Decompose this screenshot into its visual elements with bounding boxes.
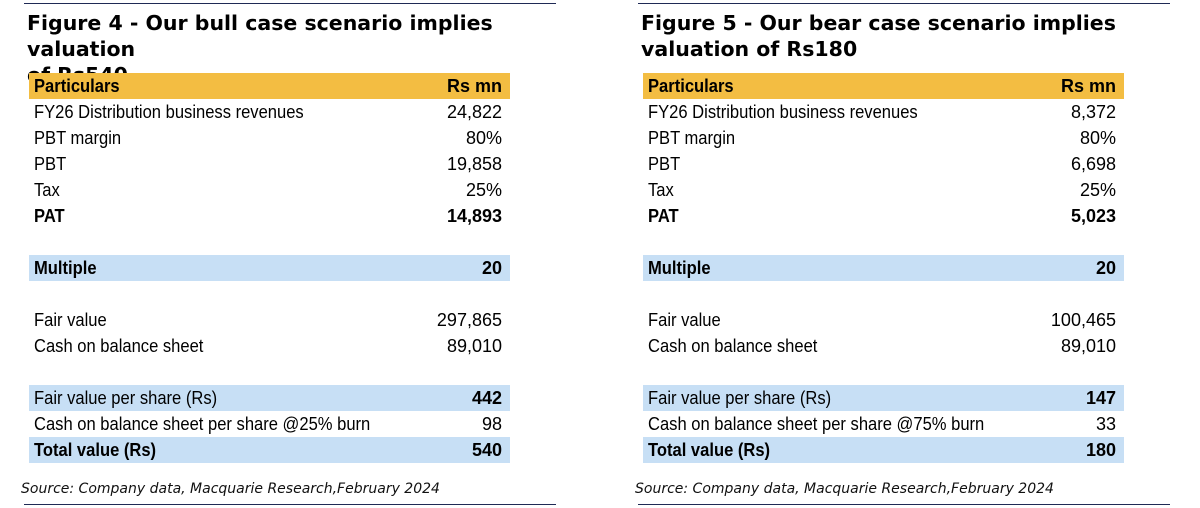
row-value: 442 <box>471 388 502 408</box>
table-row-pbt: PBT 19,858 <box>29 151 510 177</box>
table-spacer <box>29 229 510 255</box>
figure-title: Figure 5 - Our bear case scenario implie… <box>641 10 1176 62</box>
figure-title-line-1: Figure 5 - Our bear case scenario implie… <box>641 11 1116 35</box>
table-row-pat: PAT 5,023 <box>643 203 1124 229</box>
row-value: 25% <box>465 180 502 200</box>
table-row-multiple: Multiple 20 <box>29 255 510 281</box>
table-row-tax: Tax 25% <box>29 177 510 203</box>
header-label: Particulars <box>648 76 734 96</box>
row-label: Fair value per share (Rs) <box>648 388 832 408</box>
table-spacer <box>643 281 1124 307</box>
row-label: PAT <box>34 206 65 226</box>
row-value: 80% <box>1079 128 1116 148</box>
figure-title-line-1: Figure 4 - Our bull case scenario implie… <box>27 11 493 61</box>
source-note: Source: Company data, Macquarie Research… <box>21 481 440 497</box>
row-value: 20 <box>1095 258 1116 278</box>
source-note: Source: Company data, Macquarie Research… <box>635 481 1054 497</box>
bottom-rule <box>24 504 556 505</box>
row-label: FY26 Distribution business revenues <box>648 102 918 122</box>
row-value: 540 <box>471 440 502 460</box>
row-value: 89,010 <box>446 336 502 356</box>
table-row-fair-value-per-share: Fair value per share (Rs) 147 <box>643 385 1124 411</box>
row-label: PBT <box>648 154 681 174</box>
row-value: 100,465 <box>1050 310 1116 330</box>
valuation-table: Particulars Rs mn FY26 Distribution busi… <box>643 73 1124 463</box>
table-row-pbt: PBT 6,698 <box>643 151 1124 177</box>
row-label: Cash on balance sheet <box>648 336 818 356</box>
table-row-fair-value-per-share: Fair value per share (Rs) 442 <box>29 385 510 411</box>
table-row-total-value: Total value (Rs) 540 <box>29 437 510 463</box>
row-value: 147 <box>1085 388 1116 408</box>
row-value: 19,858 <box>446 154 502 174</box>
row-label: Cash on balance sheet per share @75% bur… <box>648 414 985 434</box>
row-value: 89,010 <box>1060 336 1116 356</box>
top-rule <box>24 3 556 4</box>
row-value: 5,023 <box>1070 206 1116 226</box>
top-rule <box>638 3 1170 4</box>
row-label: Fair value <box>648 310 721 330</box>
table-row-pbt-margin: PBT margin 80% <box>643 125 1124 151</box>
table-row-fair-value: Fair value 297,865 <box>29 307 510 333</box>
row-value: 80% <box>465 128 502 148</box>
row-value: 20 <box>481 258 502 278</box>
row-label: FY26 Distribution business revenues <box>34 102 304 122</box>
row-label: Tax <box>648 180 674 200</box>
row-label: Total value (Rs) <box>34 440 157 460</box>
table-row-revenues: FY26 Distribution business revenues 8,37… <box>643 99 1124 125</box>
row-label: Cash on balance sheet per share @25% bur… <box>34 414 371 434</box>
row-label: Total value (Rs) <box>648 440 771 460</box>
table-row-pbt-margin: PBT margin 80% <box>29 125 510 151</box>
row-value: 8,372 <box>1070 102 1116 122</box>
table-header: Particulars Rs mn <box>643 73 1124 99</box>
row-label: Multiple <box>648 258 711 278</box>
table-spacer <box>29 281 510 307</box>
row-value: 98 <box>481 414 502 434</box>
table-header: Particulars Rs mn <box>29 73 510 99</box>
table-row-revenues: FY26 Distribution business revenues 24,8… <box>29 99 510 125</box>
row-label: Tax <box>34 180 60 200</box>
header-unit: Rs mn <box>446 76 502 96</box>
table-spacer <box>643 229 1124 255</box>
row-label: Fair value <box>34 310 107 330</box>
row-label: PBT margin <box>34 128 122 148</box>
row-value: 14,893 <box>446 206 502 226</box>
table-row-cash: Cash on balance sheet 89,010 <box>29 333 510 359</box>
table-row-cash-per-share: Cash on balance sheet per share @25% bur… <box>29 411 510 437</box>
header-unit: Rs mn <box>1060 76 1116 96</box>
row-label: PAT <box>648 206 679 226</box>
table-row-tax: Tax 25% <box>643 177 1124 203</box>
table-row-fair-value: Fair value 100,465 <box>643 307 1124 333</box>
row-label: Fair value per share (Rs) <box>34 388 218 408</box>
row-label: PBT <box>34 154 67 174</box>
row-value: 6,698 <box>1070 154 1116 174</box>
row-label: Cash on balance sheet <box>34 336 204 356</box>
table-spacer <box>29 359 510 385</box>
row-value: 180 <box>1085 440 1116 460</box>
row-value: 24,822 <box>446 102 502 122</box>
row-value: 33 <box>1095 414 1116 434</box>
table-row-cash-per-share: Cash on balance sheet per share @75% bur… <box>643 411 1124 437</box>
row-label: PBT margin <box>648 128 736 148</box>
header-label: Particulars <box>34 76 120 96</box>
table-row-pat: PAT 14,893 <box>29 203 510 229</box>
row-label: Multiple <box>34 258 97 278</box>
table-row-multiple: Multiple 20 <box>643 255 1124 281</box>
figure-title: Figure 4 - Our bull case scenario implie… <box>27 10 562 88</box>
valuation-table: Particulars Rs mn FY26 Distribution busi… <box>29 73 510 463</box>
table-spacer <box>643 359 1124 385</box>
bottom-rule <box>638 504 1170 505</box>
row-value: 297,865 <box>436 310 502 330</box>
figure-title-line-2: valuation of Rs180 <box>641 37 858 61</box>
table-row-total-value: Total value (Rs) 180 <box>643 437 1124 463</box>
table-row-cash: Cash on balance sheet 89,010 <box>643 333 1124 359</box>
row-value: 25% <box>1079 180 1116 200</box>
